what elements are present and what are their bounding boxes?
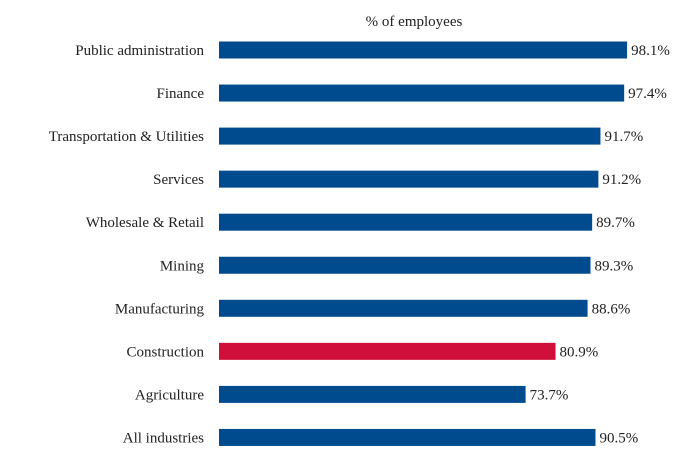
value-label-agriculture: 73.7% (530, 387, 569, 403)
bar-wholesale-and-retail (219, 213, 593, 231)
value-label-manufacturing: 88.6% (592, 301, 631, 317)
bars-group: Public administration 98.1% Finance 97.4% Tr… (49, 41, 670, 446)
category-label-services: Services (153, 172, 204, 188)
category-label-transportation-and-utilities: Transportation & Utilities (49, 129, 204, 145)
value-label-construction: 80.9% (560, 344, 599, 360)
value-label-services: 91.2% (602, 172, 641, 188)
bar-services (219, 170, 599, 188)
value-label-finance: 97.4% (628, 86, 667, 102)
value-label-public-administration: 98.1% (631, 43, 670, 59)
category-label-manufacturing: Manufacturing (115, 301, 205, 317)
bar-agriculture (219, 385, 526, 403)
category-label-finance: Finance (157, 86, 205, 102)
category-label-construction: Construction (127, 344, 205, 360)
bar-all-industries (219, 428, 596, 446)
bar-construction (219, 342, 556, 360)
bar-transportation-and-utilities (219, 127, 601, 145)
bar-mining (219, 256, 591, 274)
value-label-mining: 89.3% (594, 258, 633, 274)
value-label-transportation-and-utilities: 91.7% (604, 129, 643, 145)
category-label-wholesale-and-retail: Wholesale & Retail (86, 215, 204, 231)
value-label-wholesale-and-retail: 89.7% (596, 215, 635, 231)
category-label-agriculture: Agriculture (135, 387, 204, 403)
category-label-mining: Mining (160, 258, 205, 274)
chart-title: % of employees (366, 14, 463, 30)
value-label-all-industries: 90.5% (599, 430, 638, 446)
category-label-all-industries: All industries (123, 430, 204, 446)
bar-finance (219, 84, 625, 102)
category-label-public-administration: Public administration (75, 43, 204, 59)
bar-manufacturing (219, 299, 588, 317)
bar-public-administration (219, 41, 628, 59)
